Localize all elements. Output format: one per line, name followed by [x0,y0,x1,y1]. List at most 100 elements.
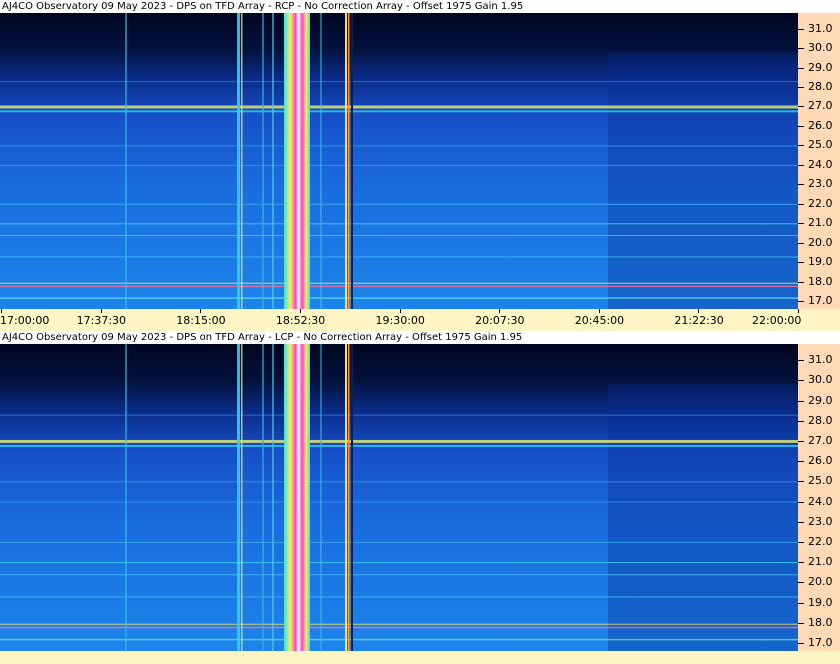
x-tick [399,309,401,313]
x-tick [499,309,501,313]
x-tick-label: 17:37:30 [76,314,127,327]
interference-line [0,481,798,483]
y-tick-label: 22.0 [808,196,833,210]
y-tick-label: 31.0 [808,21,833,35]
interference-line [0,638,798,641]
vertical-feature [272,344,274,651]
vertical-feature [345,13,347,309]
x-tick [299,309,301,313]
frequency-axis-rcp: 17.0 18.0 19.0 20.0 21.0 22.0 23.0 24.0 25.0 26.0… [798,13,840,309]
vertical-feature [237,13,240,309]
y-tick [798,281,804,283]
y-tick-label: 24.0 [808,494,833,508]
interference-line [0,81,798,83]
y-tick [798,242,804,244]
y-tick [798,87,804,88]
y-tick-label: 18.0 [808,274,833,288]
y-tick [798,184,804,186]
y-tick [798,380,804,382]
x-tick-label: 17:00:00 [0,314,50,327]
vertical-feature [125,13,127,309]
interference-line [0,285,798,288]
y-tick [798,461,804,463]
vertical-feature [351,344,353,651]
x-tick [1,309,2,313]
frequency-axis-lcp: 17.0 18.0 19.0 20.0 21.0 22.0 23.0 24.0 25.0 26.0… [798,344,840,651]
chart-title-lcp: AJ4CO Observatory 09 May 2023 - DPS on T… [0,331,840,344]
y-tick-label: 23.0 [808,177,833,191]
vertical-feature [320,344,322,651]
x-tick-label: 20:07:30 [475,314,525,327]
y-tick [798,145,804,147]
vertical-feature [345,344,347,651]
interference-line [0,623,798,625]
y-tick [798,28,804,30]
x-tick-label: 18:52:30 [275,314,326,327]
time-axis: 17:00:00 17:37:30 18:15:00 18:52:30 19:30:00… [0,309,840,331]
spectrogram-background [0,13,798,309]
x-tick-label: 21:22:30 [674,314,724,327]
x-tick-label: 22:00:00 [752,314,802,327]
y-tick-label: 24.0 [808,157,833,171]
chart-title-rcp: AJ4CO Observatory 09 May 2023 - DPS on T… [0,0,840,13]
x-tick [798,309,799,313]
spectrogram-svg-lcp [0,344,798,651]
y-tick-label: 27.0 [808,99,833,113]
spectrogram-darker-region [608,384,798,651]
spectrogram-rcp [0,13,798,309]
spectrogram-darker-region [608,53,798,309]
y-tick [798,301,804,303]
x-tick [698,309,700,313]
y-tick-label: 26.0 [808,118,833,132]
interference-line [0,501,798,503]
y-tick [798,360,804,362]
y-tick-label: 20.0 [808,575,833,589]
y-tick [798,400,804,402]
interference-line [0,282,798,284]
vertical-feature [262,344,264,651]
y-tick-label: 23.0 [808,514,833,528]
y-tick-label: 18.0 [808,615,833,629]
x-tick-label: 20:45:00 [574,314,625,327]
y-tick-label: 30.0 [808,41,833,55]
panel-rcp: AJ4CO Observatory 09 May 2023 - DPS on T… [0,0,840,331]
radio-burst [284,13,310,309]
y-tick-label: 29.0 [808,60,833,74]
x-tick [100,309,102,313]
interference-line [0,105,798,109]
vertical-feature [351,13,353,309]
y-tick-label: 17.0 [808,635,833,649]
y-tick-label: 21.0 [808,555,833,569]
interference-line [0,562,798,564]
x-tick [598,309,600,313]
y-tick-label: 25.0 [808,474,833,488]
y-tick [798,501,804,503]
vertical-feature [348,13,350,309]
interference-line [0,256,798,258]
y-tick [798,164,804,166]
vertical-feature [237,344,240,651]
y-tick [798,203,804,205]
spectrogram-background [0,344,798,651]
y-tick-label: 26.0 [808,454,833,468]
y-tick-label: 21.0 [808,216,833,230]
x-tick-label: 18:15:00 [176,314,226,327]
y-tick-label: 19.0 [808,255,833,269]
y-tick-label: 17.0 [808,294,833,308]
interference-line [0,414,798,416]
y-tick [798,420,804,422]
y-tick [798,541,804,543]
vertical-feature [241,344,243,651]
y-tick-label: 31.0 [808,353,833,367]
vertical-feature [262,13,264,309]
panel-lcp: AJ4CO Observatory 09 May 2023 - DPS on T… [0,331,840,664]
y-tick-label: 19.0 [808,595,833,609]
y-tick-label: 28.0 [808,80,833,93]
y-tick [798,67,804,69]
interference-line [0,203,798,205]
interference-line [0,626,798,629]
y-tick [798,223,804,225]
interference-line [0,223,798,225]
y-tick [798,602,804,604]
vertical-feature [320,13,322,309]
